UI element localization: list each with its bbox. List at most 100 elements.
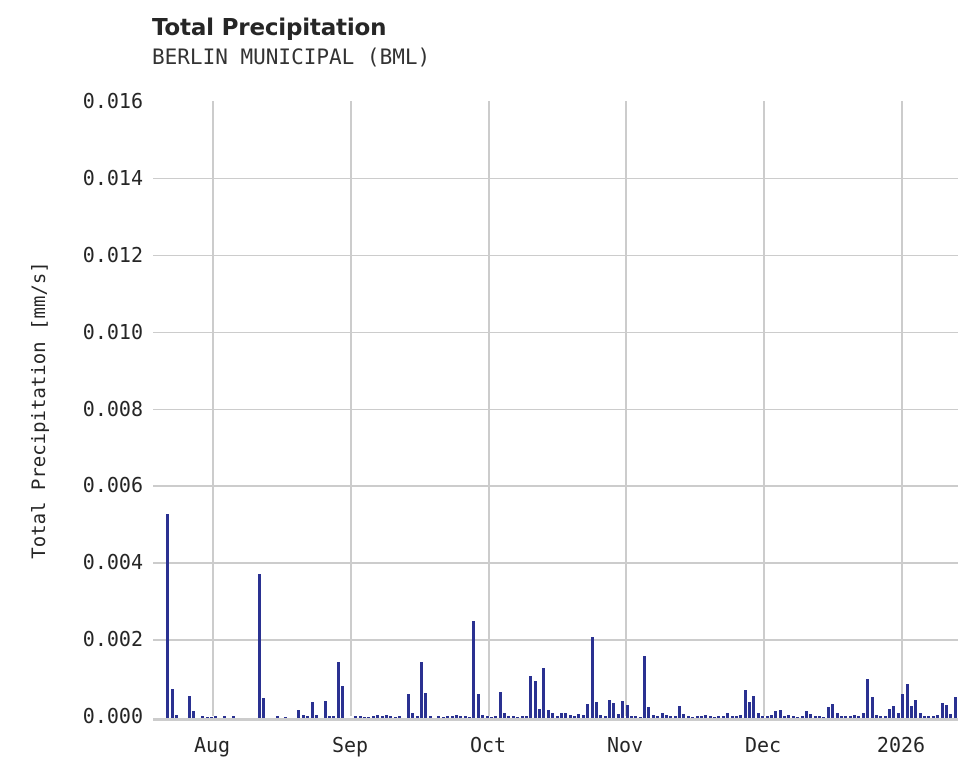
chart-subtitle: BERLIN MUNICIPAL (BML) — [152, 45, 431, 69]
bar — [931, 715, 935, 718]
gridline-horizontal — [153, 177, 958, 180]
bar — [428, 716, 432, 718]
bar — [909, 706, 913, 718]
bar — [419, 662, 423, 718]
bar — [358, 716, 362, 718]
bar — [314, 715, 318, 718]
y-tick-label: 0.002 — [82, 627, 143, 652]
bar — [739, 714, 743, 718]
bar — [376, 715, 380, 718]
bar — [905, 684, 909, 718]
bar — [651, 714, 655, 718]
bar — [949, 713, 953, 718]
bar — [341, 686, 345, 718]
bar — [459, 716, 463, 718]
bar — [870, 696, 874, 718]
bar — [783, 715, 786, 718]
bar — [822, 716, 826, 718]
gridline-vertical — [901, 101, 903, 716]
bar — [336, 662, 340, 718]
bar — [192, 711, 196, 718]
bar — [174, 714, 178, 718]
bar — [323, 701, 327, 718]
bar — [647, 707, 651, 718]
bar — [861, 713, 865, 718]
bar — [380, 716, 384, 718]
bar — [695, 716, 699, 718]
bar — [944, 705, 948, 718]
y-tick-label: 0.016 — [82, 89, 143, 113]
x-tick-label: Oct — [469, 733, 507, 757]
bar — [888, 708, 891, 718]
bar — [625, 705, 629, 718]
bar — [555, 716, 559, 718]
bar — [564, 713, 568, 718]
bar — [301, 714, 305, 718]
y-tick-label: 0.014 — [82, 165, 143, 190]
bar — [831, 704, 835, 718]
x-tick-label: Dec — [744, 733, 782, 757]
plot-area[interactable] — [153, 101, 958, 718]
bar — [774, 711, 778, 718]
bar — [297, 709, 301, 718]
bar — [612, 703, 616, 718]
bar — [546, 709, 550, 718]
bar — [354, 715, 358, 718]
x-axis-line — [153, 716, 958, 721]
bar — [621, 701, 625, 718]
bar — [446, 716, 450, 718]
bar — [201, 716, 205, 718]
bar — [489, 716, 493, 718]
bar — [752, 695, 756, 718]
y-tick-label: 0.008 — [82, 396, 143, 421]
gridline-vertical — [488, 101, 490, 716]
bar — [328, 716, 331, 718]
y-tick-label: 0.012 — [82, 242, 143, 267]
bar — [454, 715, 458, 718]
bar — [581, 715, 585, 718]
bar — [476, 694, 480, 718]
x-tick-label: Sep — [331, 733, 369, 757]
bar — [643, 655, 646, 718]
bar — [713, 716, 716, 718]
bar — [608, 700, 611, 718]
bar — [590, 636, 594, 718]
bar — [699, 716, 703, 718]
bar — [726, 713, 730, 718]
bar — [166, 514, 170, 718]
bar — [765, 716, 769, 718]
bar — [721, 716, 725, 718]
title-block: Total Precipitation BERLIN MUNICIPAL (BM… — [152, 14, 852, 71]
bar — [953, 696, 957, 718]
bar — [258, 573, 261, 718]
bar — [529, 675, 533, 718]
bar — [441, 716, 445, 718]
bar — [310, 701, 314, 718]
y-tick-label: 0.004 — [82, 550, 143, 575]
bar — [796, 716, 800, 718]
bar — [940, 702, 944, 718]
bar — [594, 701, 598, 718]
bar — [551, 713, 555, 718]
bar — [638, 716, 642, 718]
bar — [389, 716, 393, 718]
bar — [262, 698, 266, 718]
bar — [901, 694, 905, 718]
bar — [209, 716, 213, 718]
bar — [769, 715, 773, 718]
bar — [813, 716, 817, 718]
bar — [787, 714, 791, 718]
bar — [573, 716, 576, 718]
bar — [516, 716, 520, 718]
bar — [498, 691, 502, 718]
bar — [874, 714, 878, 718]
bar — [804, 711, 808, 718]
bar — [284, 716, 288, 718]
gridline-horizontal — [153, 331, 958, 334]
bar — [306, 716, 310, 718]
bar — [411, 713, 415, 718]
bar — [686, 716, 690, 718]
bar — [936, 714, 940, 718]
bar — [844, 716, 848, 718]
bar — [682, 714, 686, 718]
